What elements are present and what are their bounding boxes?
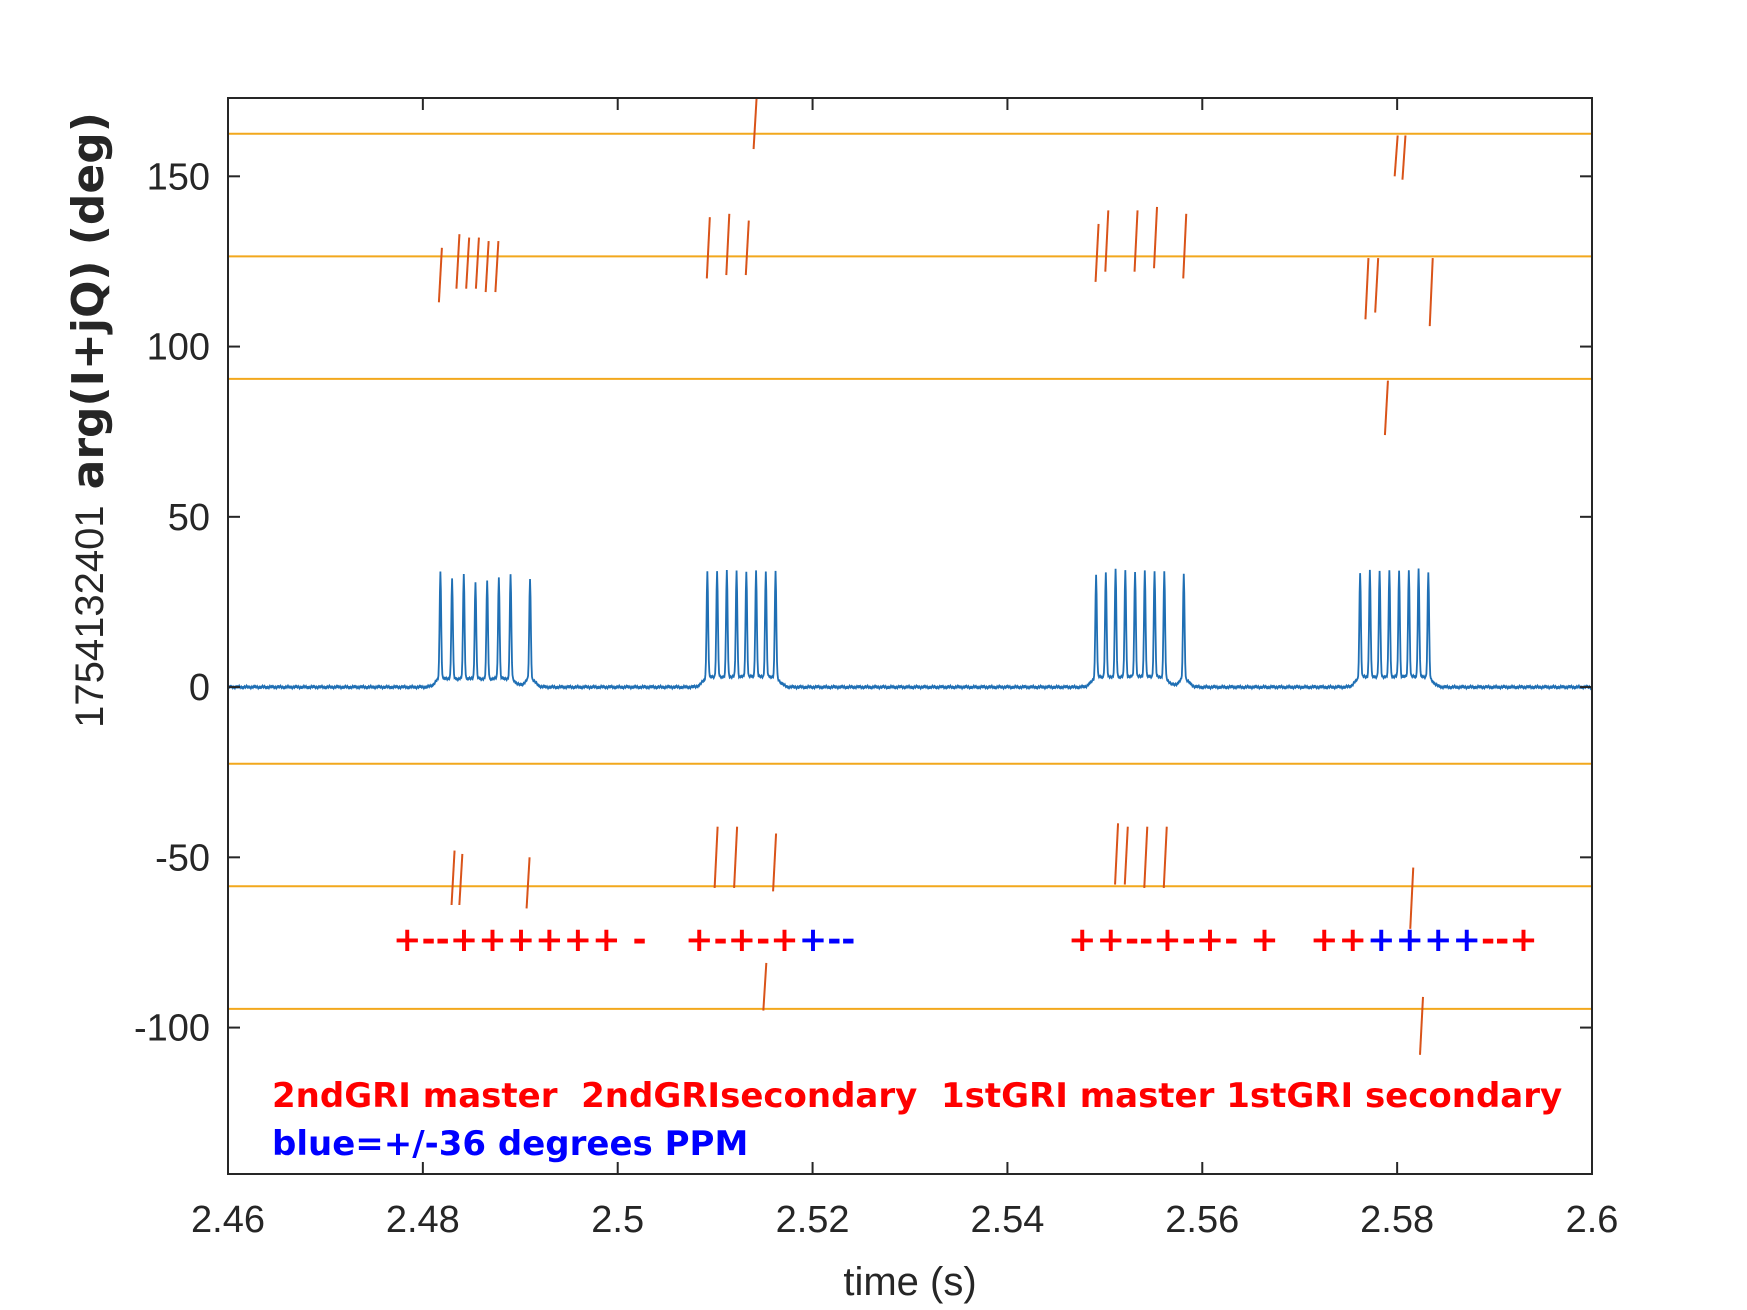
x-tick-label-1: 2.46 [191, 1199, 265, 1241]
phase-mark-4 [474, 237, 480, 289]
phase-mark-29 [1114, 823, 1120, 885]
y-tick-label-2: -50 [155, 837, 210, 879]
x-tick-label-2: 2.48 [386, 1199, 460, 1241]
y-tick-label-3: 0 [189, 667, 210, 709]
phase-mark-23 [458, 853, 464, 906]
phase-mark-25 [713, 826, 719, 889]
plot-background [228, 98, 1592, 1174]
x-tick-label-6: 2.56 [1165, 1199, 1239, 1241]
phase-marks [437, 97, 1434, 1055]
phase-mark-20 [1401, 135, 1407, 180]
signal-series [227, 568, 1593, 691]
y-tick-label-6: 150 [147, 156, 210, 198]
phase-mark-16 [1364, 257, 1370, 320]
y-tick-label-1: -100 [134, 1008, 210, 1050]
y-tick-label-5: 100 [147, 327, 210, 369]
phase-mark-22 [450, 850, 456, 906]
x-tick-label-7: 2.58 [1360, 1199, 1434, 1241]
phase-mark-28 [762, 962, 768, 1011]
symbol-annotations: +--++++++ - +-+-++-- ++--+-+- + ++++++--… [393, 920, 1538, 960]
symbol-group-3: ++--+-+- + [1068, 920, 1279, 960]
x-axis-title: time (s) [843, 1260, 976, 1304]
phase-mark-17 [1374, 257, 1380, 313]
phase-mark-15 [1182, 213, 1188, 279]
phase-mark-10 [752, 97, 758, 150]
phase-mark-3 [465, 237, 471, 289]
phase-mark-1 [437, 247, 443, 303]
symbol-seg-4-2: +++ [1367, 920, 1452, 960]
signal-trace [227, 568, 1593, 691]
symbol-seg-3-1: ++--+-+- + [1068, 920, 1279, 960]
phase-mark-32 [1162, 826, 1168, 889]
symbol-seg-4-5: + [1509, 920, 1538, 960]
phase-mark-9 [744, 220, 750, 276]
phase-mark-24 [525, 857, 531, 909]
x-tick-label-4: 2.52 [776, 1199, 850, 1241]
x-tick-label-8: 2.6 [1566, 1199, 1619, 1241]
reference-lines [228, 132, 1592, 1010]
symbol-seg-4-3: + [1452, 920, 1481, 960]
y-axis: -100 -50 0 50 100 150 [134, 156, 1592, 1050]
phase-mark-2 [455, 234, 461, 289]
phase-mark-11 [1094, 223, 1100, 282]
x-tick-label-5: 2.54 [970, 1199, 1044, 1241]
phase-mark-5 [484, 240, 490, 293]
phase-mark-14 [1153, 206, 1159, 269]
symbol-seg-1-1: +--++++++ - [393, 920, 647, 960]
symbol-seg-2-2: + [799, 920, 828, 960]
y-axis-title-main: arg(I+jQ) (deg) [63, 112, 114, 489]
phase-mark-30 [1123, 826, 1129, 885]
symbol-seg-2-3: -- [827, 920, 855, 960]
y-axis-title-prefix: 1754132401 [68, 505, 112, 727]
phase-mark-8 [725, 213, 731, 276]
phase-mark-31 [1143, 826, 1149, 889]
phase-mark-34 [1419, 996, 1424, 1055]
x-axis: 2.46 2.48 2.5 2.52 2.54 2.56 2.58 2.6 [191, 98, 1618, 1241]
phase-mark-7 [705, 217, 711, 279]
legend-line-1: 2ndGRI master 2ndGRIsecondary 1stGRI mas… [272, 1076, 1562, 1116]
phase-mark-19 [1393, 135, 1399, 177]
symbol-seg-2-1: +-+-+ [685, 920, 799, 960]
y-tick-label-4: 50 [168, 497, 210, 539]
phase-mark-13 [1133, 210, 1139, 272]
x-tick-label-3: 2.5 [591, 1199, 644, 1241]
phase-mark-12 [1104, 210, 1110, 272]
symbol-group-1: +--++++++ - [393, 920, 647, 960]
plot-frame [227, 97, 1593, 1175]
y-axis-title: 1754132401 arg(I+jQ) (deg) [63, 112, 114, 728]
phase-mark-6 [494, 240, 500, 293]
phase-mark-26 [733, 826, 739, 889]
phase-mark-21 [1428, 257, 1434, 327]
symbol-group-4: ++++++--+ [1310, 920, 1538, 960]
legend-line-2: blue=+/-36 degrees PPM [272, 1124, 748, 1164]
symbol-group-2: +-+-++-- [685, 920, 855, 960]
phase-mark-33 [1409, 867, 1415, 929]
symbol-seg-4-4: -- [1481, 920, 1509, 960]
phase-mark-27 [772, 833, 778, 892]
symbol-seg-4-1: ++ [1310, 920, 1367, 960]
phase-mark-18 [1383, 380, 1389, 436]
